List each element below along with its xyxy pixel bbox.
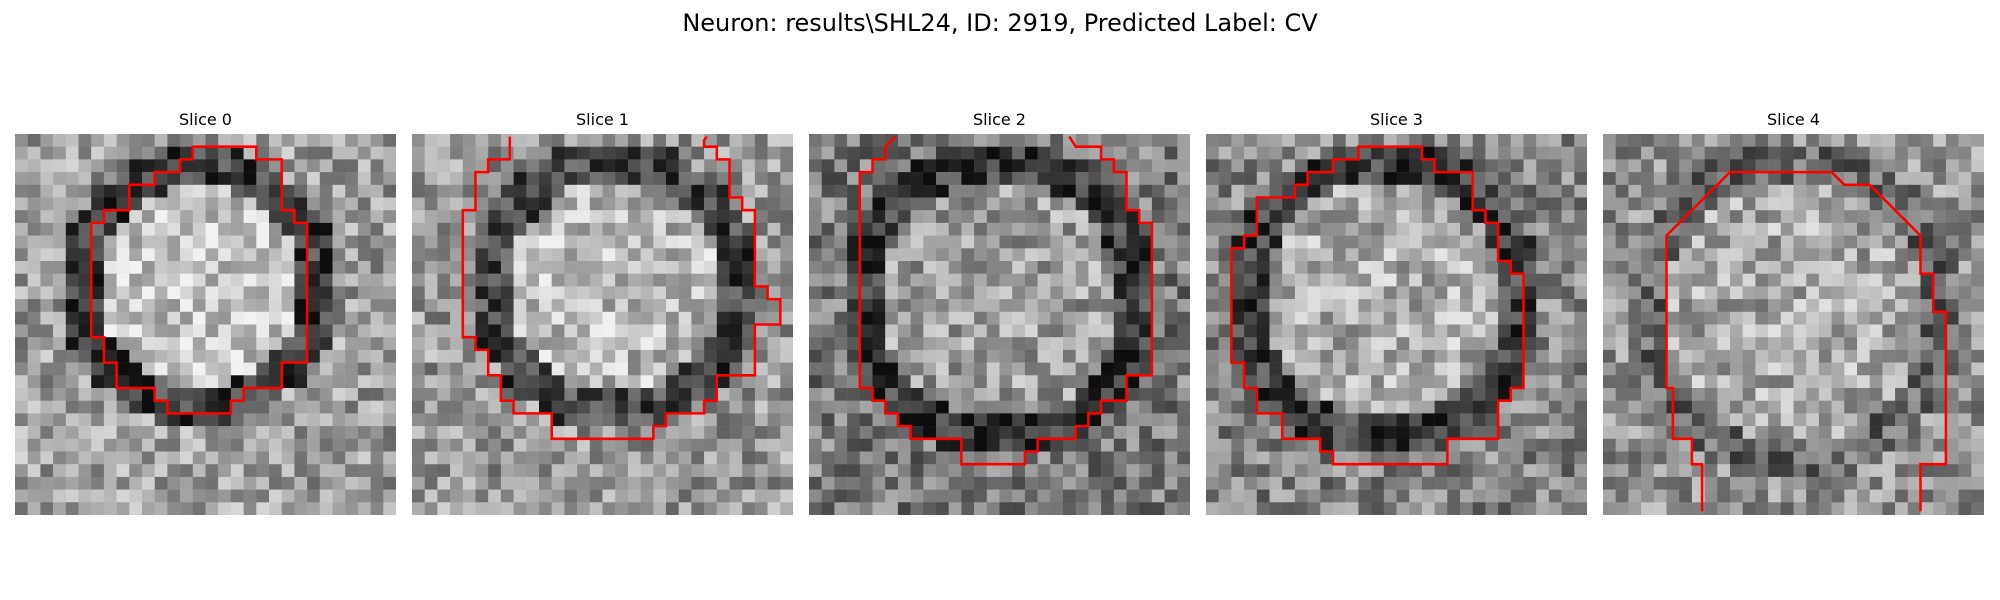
slice-4-pixels [1603,134,1984,515]
slice-0-image [15,134,396,515]
slice-4-image [1603,134,1984,515]
slice-2-contour [858,135,1154,466]
slice-3-panel [1206,134,1587,515]
slice-4-title: Slice 4 [1767,110,1820,129]
slice-3-title: Slice 3 [1370,110,1423,129]
slice-4-panel [1603,134,1984,515]
figure-title: Neuron: results\SHL24, ID: 2919, Predict… [682,9,1318,37]
slice-2-pixels [809,134,1190,515]
slice-3-image [1206,134,1587,515]
slice-2-panel [809,134,1190,515]
slice-2-image [809,134,1190,515]
slice-4-contour [1665,170,1948,512]
slice-2-title: Slice 2 [973,110,1026,129]
slice-1-contour [461,135,782,441]
slice-1-panel [412,134,793,515]
slice-0-contour [89,145,309,415]
slice-3-pixels [1206,134,1587,515]
slice-1-title: Slice 1 [576,110,629,129]
slice-0-pixels [15,134,396,515]
slice-1-image [412,134,793,515]
slice-0-title: Slice 0 [179,110,232,129]
slice-0-panel [15,134,396,515]
slice-3-contour [1230,145,1525,466]
slice-1-pixels [412,134,793,515]
